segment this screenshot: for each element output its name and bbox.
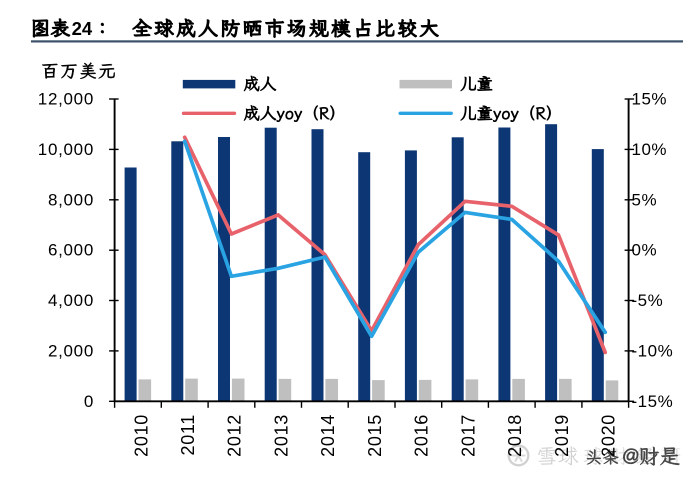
svg-text:2014: 2014 <box>318 414 338 457</box>
svg-text:0%: 0% <box>632 241 658 260</box>
svg-text:2012: 2012 <box>225 414 245 457</box>
svg-text:2017: 2017 <box>458 414 478 457</box>
svg-text:4,000: 4,000 <box>48 291 94 310</box>
svg-text:-5%: -5% <box>632 291 664 310</box>
svg-text:2010: 2010 <box>131 414 151 457</box>
svg-text:2013: 2013 <box>271 414 291 457</box>
svg-text:10,000: 10,000 <box>38 140 94 159</box>
svg-text:2011: 2011 <box>178 414 198 456</box>
svg-text:-15%: -15% <box>632 392 674 411</box>
svg-text:24: 24 <box>72 18 93 39</box>
svg-text:2015: 2015 <box>365 414 385 457</box>
svg-text:10%: 10% <box>632 140 668 159</box>
svg-text:2019: 2019 <box>552 414 572 457</box>
svg-text:2016: 2016 <box>412 414 432 457</box>
svg-text:8,000: 8,000 <box>48 190 94 209</box>
svg-text:5%: 5% <box>632 190 658 209</box>
svg-text:15%: 15% <box>632 90 668 109</box>
svg-text:12,000: 12,000 <box>38 90 94 109</box>
svg-text:2020: 2020 <box>599 414 619 457</box>
svg-text:6,000: 6,000 <box>48 241 94 260</box>
svg-text:2,000: 2,000 <box>48 341 94 360</box>
svg-text:-10%: -10% <box>632 341 674 360</box>
svg-text:2018: 2018 <box>505 414 525 457</box>
svg-text:0: 0 <box>84 392 94 411</box>
